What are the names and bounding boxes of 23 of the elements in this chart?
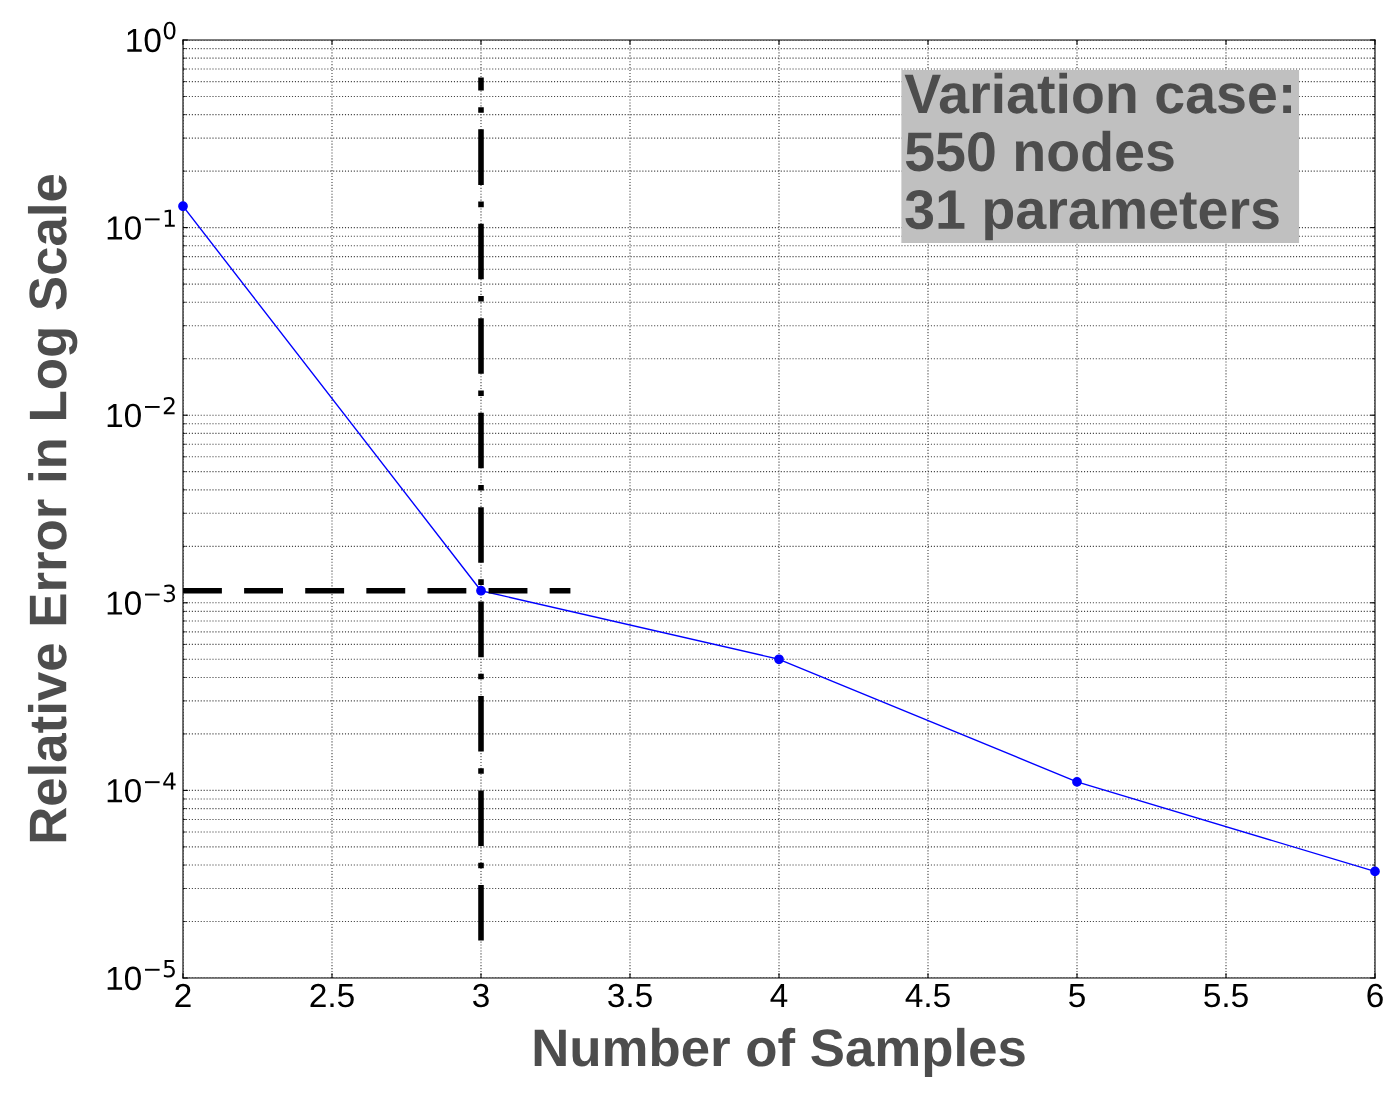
- y-axis-title: Relative Error in Log Scale: [27, 174, 78, 842]
- point: [178, 201, 188, 212]
- x-axis-title: Number of Samples: [534, 1027, 1025, 1078]
- y-tick-label: 10$^{−2}$: [107, 396, 175, 428]
- y-tick-label: 10$^{0}$: [127, 21, 176, 53]
- x-tick-label: 5: [1069, 984, 1085, 1008]
- x-tick-label: 6: [1367, 983, 1383, 1008]
- x-tick-label: 4.5: [905, 984, 950, 1008]
- y-tick-label: 10$^{−4}$: [107, 772, 176, 803]
- x-tick-label: 3.5: [608, 983, 652, 1008]
- x-tick-label: 2: [175, 983, 191, 1008]
- x-tick-label: 5.5: [1204, 984, 1248, 1008]
- y-tick-label: 10$^{−5}$: [107, 960, 175, 991]
- point: [1072, 777, 1082, 787]
- point: [476, 585, 486, 596]
- x-tick-label: 4: [770, 984, 788, 1008]
- annotation: Variation case: 550 nodes 31 parameters: [904, 72, 1291, 241]
- x-tick-label: 2.5: [310, 983, 354, 1008]
- y-tick-label: 10$^{−3}$: [107, 584, 176, 615]
- point: [1370, 866, 1380, 877]
- x-tick-label: 3: [473, 983, 489, 1008]
- point: [774, 654, 784, 665]
- y-tick-label: 10$^{−1}$: [107, 209, 175, 240]
